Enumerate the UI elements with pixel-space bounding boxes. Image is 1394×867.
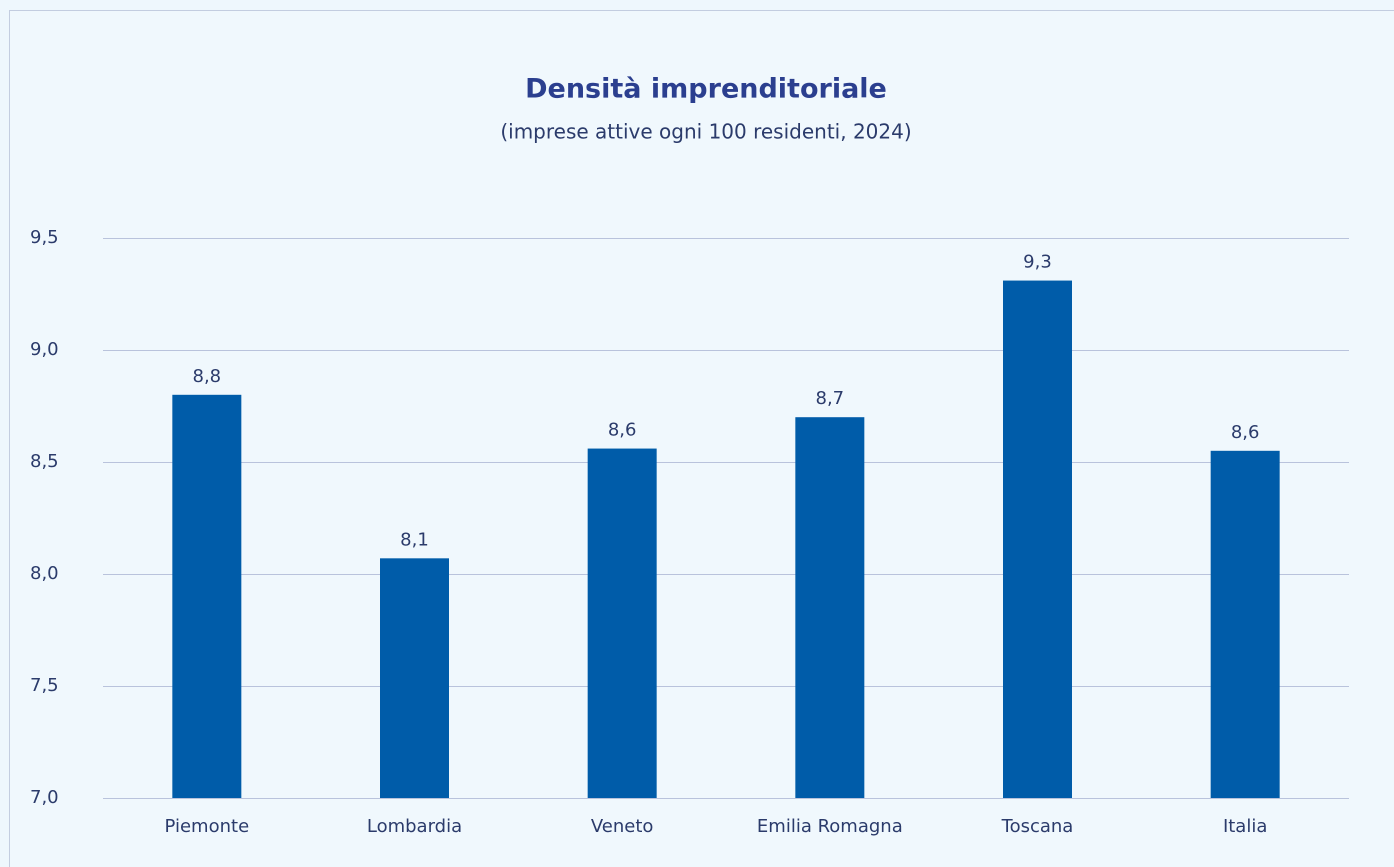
y-tick-label: 7,5 bbox=[30, 675, 59, 696]
data-label: 8,6 bbox=[1231, 422, 1260, 443]
bar bbox=[1003, 280, 1072, 798]
y-tick-label: 7,0 bbox=[30, 787, 59, 808]
y-tick-label: 8,0 bbox=[30, 563, 59, 584]
data-label: 8,8 bbox=[193, 366, 222, 387]
x-tick-label: Veneto bbox=[591, 816, 654, 837]
y-tick-label: 8,5 bbox=[30, 451, 59, 472]
data-label: 8,1 bbox=[400, 529, 429, 550]
x-tick-label: Toscana bbox=[1001, 816, 1074, 837]
bar bbox=[380, 558, 449, 798]
data-label: 8,6 bbox=[608, 420, 637, 441]
chart-title: Densità imprenditoriale bbox=[525, 74, 887, 105]
x-tick-label: Piemonte bbox=[165, 816, 250, 837]
chart-subtitle: (imprese attive ogni 100 residenti, 2024… bbox=[500, 120, 911, 144]
x-tick-label: Lombardia bbox=[367, 816, 462, 837]
data-label: 9,3 bbox=[1023, 252, 1052, 273]
x-tick-label: Italia bbox=[1223, 816, 1267, 837]
data-label: 8,7 bbox=[816, 388, 845, 409]
y-tick-label: 9,5 bbox=[30, 227, 59, 248]
bar bbox=[795, 417, 865, 798]
x-tick-label: Emilia Romagna bbox=[757, 816, 903, 837]
y-tick-label: 9,0 bbox=[30, 339, 59, 360]
bar bbox=[1210, 450, 1280, 798]
bar bbox=[172, 394, 242, 798]
bar bbox=[587, 448, 657, 798]
